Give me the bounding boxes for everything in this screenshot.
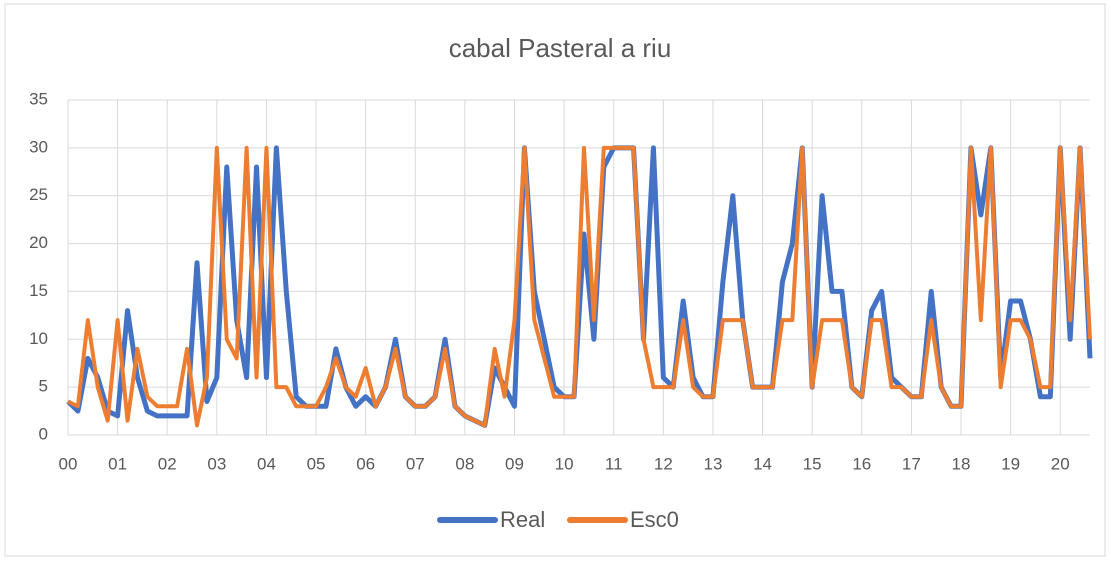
x-tick-label: 09 (505, 454, 524, 473)
x-tick-label: 03 (207, 454, 226, 473)
x-tick-label: 18 (952, 454, 971, 473)
chart-title: cabal Pasteral a riu (449, 33, 672, 63)
y-tick-label: 0 (39, 424, 48, 443)
x-tick-label: 05 (307, 454, 326, 473)
x-tick-label: 10 (555, 454, 574, 473)
x-tick-label: 14 (753, 454, 772, 473)
x-tick-label: 17 (902, 454, 921, 473)
series-line (67, 145, 1092, 428)
x-tick-label: 02 (158, 454, 177, 473)
y-tick-label: 10 (29, 329, 48, 348)
y-tick-label: 20 (29, 233, 48, 252)
x-tick-label: 07 (406, 454, 425, 473)
x-tick-label: 16 (852, 454, 871, 473)
x-tick-label: 13 (703, 454, 722, 473)
legend-label: Real (500, 507, 545, 532)
x-tick-label: 19 (1001, 454, 1020, 473)
x-tick-label: 12 (654, 454, 673, 473)
y-tick-label: 35 (29, 89, 48, 108)
y-tick-label: 15 (29, 281, 48, 300)
chart-frame (4, 3, 1106, 557)
x-tick-label: 11 (605, 454, 623, 473)
x-tick-label: 01 (108, 454, 127, 473)
x-tick-label: 15 (803, 454, 822, 473)
y-tick-label: 5 (39, 377, 48, 396)
x-tick-label: 00 (59, 454, 78, 473)
x-tick-label: 04 (257, 454, 276, 473)
x-tick-label: 08 (455, 454, 474, 473)
y-tick-label: 30 (29, 137, 48, 156)
y-tick-label: 25 (29, 185, 48, 204)
legend-label: Esc0 (630, 507, 679, 532)
x-tick-label: 20 (1051, 454, 1070, 473)
x-tick-label: 06 (356, 454, 375, 473)
